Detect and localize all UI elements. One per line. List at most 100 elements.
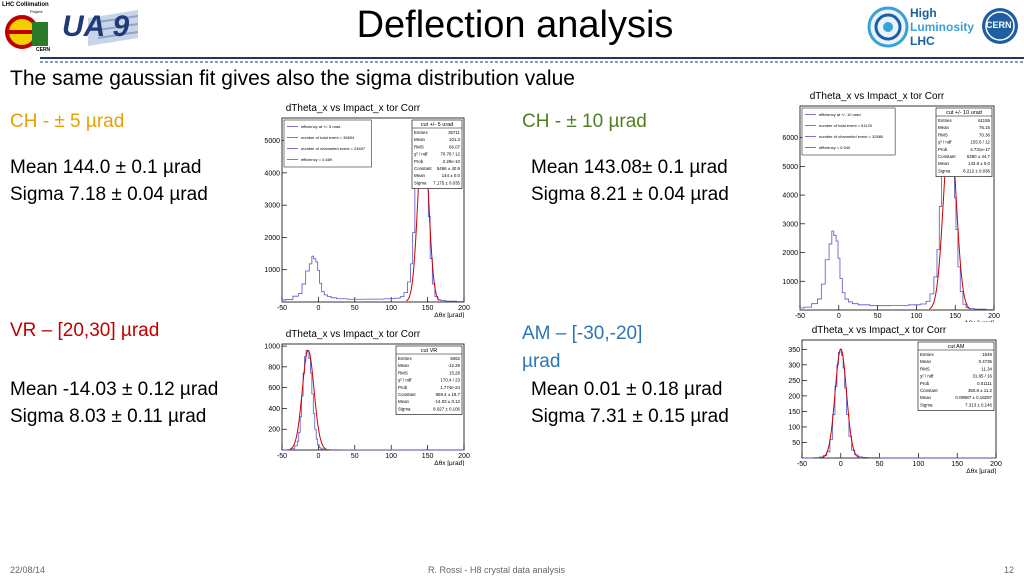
stats-label: Mean bbox=[398, 399, 410, 404]
stats-value: 7.175 ± 0.035 bbox=[433, 180, 460, 185]
stats-value: 143.8 ± 0.0 bbox=[968, 161, 990, 166]
x-axis-label: Δθx [µrad] bbox=[434, 312, 464, 318]
stat-ch-5urad: Mean 144.0 ± 0.1 µrad Sigma 7.18 ± 0.04 … bbox=[10, 154, 208, 208]
stats-label: Prob bbox=[938, 147, 948, 152]
high-luminosity-rings-icon bbox=[867, 6, 909, 48]
y-tick-label: 300 bbox=[788, 362, 800, 369]
histogram-vr: dTheta_x vs Impact_x tor Corr -50 0 50 100 15… bbox=[264, 329, 470, 466]
stats-box bbox=[935, 107, 993, 177]
x-tick-label: 150 bbox=[422, 453, 434, 460]
x-tick-label: 200 bbox=[458, 305, 470, 312]
lhc-collimation-emblem-icon bbox=[5, 15, 48, 49]
histogram-series bbox=[282, 349, 464, 451]
stats-label: χ² / ndf bbox=[398, 378, 412, 383]
stats-value: -12.29 bbox=[448, 363, 461, 368]
stats-value: 4.731e-17 bbox=[970, 147, 990, 152]
hl-logo-line2: Luminosity bbox=[910, 20, 975, 34]
y-tick-label: 3000 bbox=[264, 203, 280, 210]
chart-title: dTheta_x vs Impact_x tor Corr bbox=[812, 325, 947, 336]
y-tick-label: 350 bbox=[788, 347, 800, 354]
x-tick-label: 200 bbox=[458, 453, 470, 460]
lhc-collimation-logo: LHC Collimation Project CERN bbox=[2, 2, 54, 54]
y-tick-label: 200 bbox=[788, 393, 800, 400]
y-tick-label: 5000 bbox=[264, 138, 280, 145]
legend-entry: number of total event = 35694 bbox=[301, 135, 355, 140]
label-vr: VR – [20,30] µrad bbox=[10, 320, 160, 341]
x-tick-label: 100 bbox=[385, 305, 397, 312]
x-tick-label: 0 bbox=[839, 461, 843, 468]
y-tick-label: 5000 bbox=[782, 164, 798, 171]
plot-frame bbox=[799, 105, 995, 311]
stats-value: 1.774e-24 bbox=[440, 385, 460, 390]
y-tick-label: 800 bbox=[268, 364, 280, 371]
y-tick-label: 600 bbox=[268, 385, 280, 392]
ua9-logo-icon bbox=[88, 10, 139, 46]
legend-entry: efficiency at +/- 10 urad bbox=[819, 112, 861, 117]
x-tick-label: 200 bbox=[988, 313, 1000, 320]
high-luminosity-logo: High Luminosity LHC bbox=[866, 4, 974, 50]
x-tick-label: 150 bbox=[422, 305, 434, 312]
stats-value: 0.09987 ± 0.18297 bbox=[955, 395, 992, 400]
legend-entry: number of channeled event = 32880 bbox=[819, 134, 884, 139]
plot-vr: dTheta_x vs Impact_x tor Corr -50 0 50 100 15… bbox=[252, 326, 474, 466]
legend-entry: number of channeled event = 24607 bbox=[301, 146, 366, 151]
histogram-am: dTheta_x vs Impact_x tor Corr -50 0 50 100 15… bbox=[788, 325, 1002, 474]
sigma-am: Sigma 7.31 ± 0.15 µrad bbox=[531, 406, 729, 427]
gaussian-fit-line bbox=[289, 349, 327, 450]
y-tick-label: 150 bbox=[788, 409, 800, 416]
stats-label: Entries bbox=[938, 118, 952, 123]
stats-value: 5466 ± 40.9 bbox=[437, 166, 461, 171]
stats-label: Entries bbox=[398, 356, 412, 361]
histogram-series bbox=[799, 118, 994, 310]
x-tick-label: -50 bbox=[797, 461, 807, 468]
stats-value: 70.36 bbox=[979, 132, 991, 137]
x-tick-label: 50 bbox=[351, 453, 359, 460]
y-tick-label: 4000 bbox=[264, 170, 280, 177]
stats-value: 6380 ± 44.7 bbox=[967, 154, 991, 159]
y-tick-label: 4000 bbox=[782, 193, 798, 200]
y-tick-label: 200 bbox=[268, 427, 280, 434]
y-tick-label: 2000 bbox=[782, 250, 798, 257]
legend-entry: efficiency = 0.689 bbox=[301, 157, 333, 162]
stats-value: 5062 bbox=[450, 356, 460, 361]
stats-value: 2.29e-10 bbox=[443, 159, 461, 164]
stats-value: 8.212 ± 0.036 bbox=[963, 168, 990, 173]
stats-box bbox=[917, 341, 995, 411]
stats-label: Mean bbox=[920, 395, 932, 400]
stats-label: χ² / ndf bbox=[920, 374, 934, 379]
page-title: Deflection analysis bbox=[356, 4, 674, 46]
hl-logo-line3: LHC bbox=[910, 34, 935, 48]
y-tick-label: 3000 bbox=[782, 221, 798, 228]
stats-value: 170.4 / 23 bbox=[440, 378, 460, 383]
x-tick-label: 50 bbox=[876, 461, 884, 468]
y-tick-label: 2000 bbox=[264, 235, 280, 242]
plot-frame bbox=[281, 117, 465, 303]
chart-title: dTheta_x vs Impact_x tor Corr bbox=[810, 91, 945, 102]
mean-am: Mean 0.01 ± 0.18 µrad bbox=[531, 379, 723, 400]
stats-value: 0.4735 bbox=[979, 359, 993, 364]
x-tick-label: 50 bbox=[874, 313, 882, 320]
stats-value: 76.16 bbox=[979, 125, 991, 130]
lhc-logo-line1: LHC Collimation bbox=[2, 2, 49, 8]
stats-label: Entries bbox=[414, 130, 428, 135]
stats-label: Mean bbox=[938, 125, 950, 130]
legend-box bbox=[283, 119, 372, 168]
lhc-logo-line2: Project bbox=[30, 9, 43, 14]
label-ch-10urad: CH - ± 10 µrad bbox=[522, 111, 647, 132]
x-axis-label: Δθx [µrad] bbox=[966, 468, 996, 474]
header-divider bbox=[40, 57, 1024, 63]
y-tick-label: 50 bbox=[792, 440, 800, 447]
stats-value: 8.027 ± 0.106 bbox=[433, 406, 460, 411]
stats-value: 70.76 / 12 bbox=[440, 152, 460, 157]
footer-center: R. Rossi - H8 crystal data analysis bbox=[428, 565, 566, 575]
stats-value: 0.01111 bbox=[977, 381, 992, 386]
histogram-ch-10urad: dTheta_x vs Impact_x tor Corr -50 0 50 100 15… bbox=[782, 91, 1000, 326]
stats-label: Sigma bbox=[920, 402, 933, 407]
stats-label: Mean bbox=[414, 173, 426, 178]
label-am-line2: µrad bbox=[522, 351, 561, 372]
x-tick-label: -50 bbox=[795, 313, 805, 320]
plot-am: dTheta_x vs Impact_x tor Corr -50 0 50 100 15… bbox=[774, 322, 1004, 474]
stats-label: Prob bbox=[398, 385, 408, 390]
x-tick-label: -50 bbox=[277, 305, 287, 312]
x-axis-label: Δθx [µrad] bbox=[434, 460, 464, 466]
